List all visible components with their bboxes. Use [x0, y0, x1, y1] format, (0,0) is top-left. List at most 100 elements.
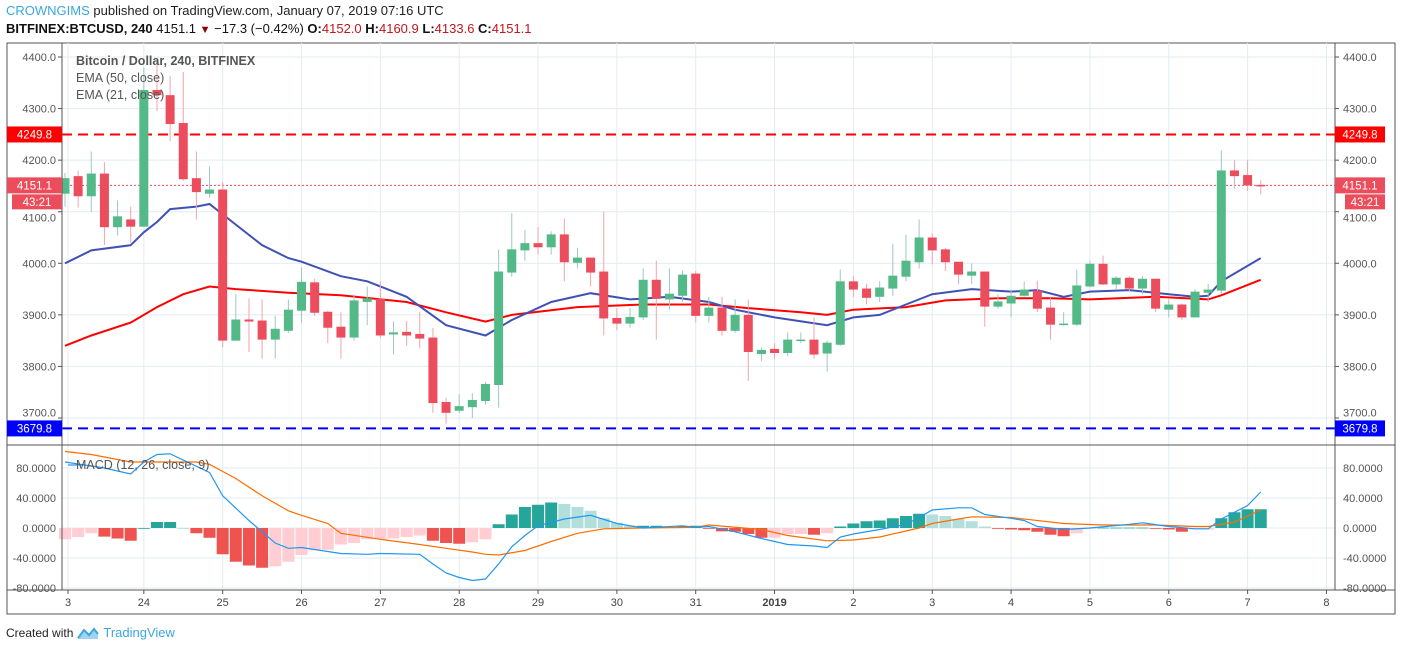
- candle-body: [323, 311, 333, 328]
- candle-body: [533, 243, 543, 248]
- publish-info: CROWNGIMS published on TradingView.com, …: [6, 3, 444, 18]
- macd-histogram-bar: [1228, 512, 1241, 528]
- triangle-down-icon: ▼: [199, 24, 211, 36]
- candle: [967, 263, 977, 284]
- candle: [651, 260, 661, 340]
- legend-ema21[interactable]: EMA (21, close): [76, 88, 164, 102]
- macd-histogram-bar: [190, 528, 203, 534]
- candle: [822, 340, 832, 372]
- candle: [1072, 269, 1082, 327]
- created-with-text: Created with: [6, 625, 74, 640]
- macd-histogram-bar: [1136, 527, 1149, 529]
- macd-histogram-bar: [256, 528, 269, 568]
- candle: [1098, 255, 1108, 285]
- macd-histogram-bar: [505, 514, 518, 528]
- macd-histogram-bar: [913, 513, 926, 528]
- legend-macd[interactable]: MACD (12, 26, close, 9): [76, 458, 209, 472]
- time-tick-label: 27: [374, 597, 386, 609]
- macd-histogram-bar: [821, 528, 834, 534]
- candle-body: [835, 281, 845, 345]
- candle-body: [862, 288, 872, 298]
- candle-body: [796, 339, 806, 342]
- candle-body: [205, 189, 215, 194]
- candle: [231, 293, 241, 341]
- time-tick-label: 5: [1087, 597, 1093, 609]
- candle: [1164, 299, 1174, 318]
- candle: [126, 206, 136, 243]
- candle-body: [586, 257, 596, 273]
- candle: [1111, 276, 1121, 290]
- candle-body: [1151, 278, 1161, 309]
- candle: [389, 321, 398, 355]
- author-link[interactable]: CROWNGIMS: [6, 3, 90, 18]
- candle-body: [954, 261, 964, 275]
- candle: [927, 233, 937, 265]
- candle-body: [257, 320, 267, 340]
- left-price-tick-label: 3900.0: [22, 310, 56, 322]
- symbol-label: BITFINEX:BTCUSD, 240: [6, 21, 153, 36]
- candle-body: [980, 271, 990, 307]
- time-tick-label: 2: [850, 597, 856, 609]
- candle-body: [507, 249, 517, 273]
- axes: 4400.0 4400.0 4300.0 4300.0 4200.0 4200.0 4100…: [13, 52, 1387, 609]
- macd-histogram-bar: [124, 528, 137, 541]
- candle-body: [165, 95, 175, 125]
- tradingview-logo-icon: [77, 626, 100, 639]
- time-tick-label: 6: [1166, 597, 1172, 609]
- candle: [1203, 283, 1213, 302]
- candle: [283, 299, 293, 333]
- left-price-tick-label: 4100.0: [22, 212, 56, 224]
- candle-body: [349, 300, 359, 338]
- candle-body: [1059, 323, 1069, 326]
- macd-histogram-bar: [1044, 528, 1057, 535]
- candle-body: [480, 383, 490, 401]
- macd-histogram-bar: [374, 528, 387, 540]
- macd-histogram-bar: [834, 526, 847, 528]
- symbol-info: BITFINEX:BTCUSD, 240 4151.1 ▼ −17.3 (−0.…: [6, 21, 532, 36]
- candle-body: [612, 317, 622, 324]
- candle-body: [1229, 170, 1239, 177]
- macd-histogram-bar: [597, 518, 610, 528]
- candle: [205, 166, 215, 198]
- candle-body: [809, 339, 819, 355]
- macd-histogram-bar: [1215, 518, 1228, 528]
- candle: [480, 381, 490, 405]
- macd-histogram-bar: [742, 528, 755, 534]
- candle-body: [402, 331, 412, 336]
- price-change: −17.3 (−0.42%): [214, 21, 304, 36]
- macd-pane: [59, 450, 1267, 582]
- right-price-tick-label: 4000.0: [1343, 258, 1377, 270]
- candle: [99, 162, 109, 246]
- tradingview-link[interactable]: TradingView: [103, 625, 175, 640]
- candle: [270, 315, 280, 359]
- macd-histogram-bar: [413, 528, 426, 536]
- candle-body: [993, 301, 1003, 307]
- candle-body: [270, 328, 280, 340]
- candle: [678, 270, 688, 302]
- candle: [257, 299, 267, 359]
- legend-ema50[interactable]: EMA (50, close): [76, 71, 164, 85]
- macd-histogram-bar: [532, 504, 545, 528]
- candle-body: [1124, 277, 1134, 289]
- macd-histogram-bar: [637, 525, 650, 528]
- chart-area[interactable]: 4400.0 4400.0 4300.0 4300.0 4200.0 4200.0 4100…: [0, 0, 1401, 620]
- candle-body: [901, 260, 911, 277]
- right-price-label: 4151.1: [1342, 180, 1377, 192]
- candle-body: [914, 237, 924, 263]
- macd-histogram-bar: [137, 528, 150, 529]
- candle-body: [1111, 277, 1121, 285]
- candle-body: [1177, 304, 1187, 318]
- macd-histogram-bar: [453, 528, 466, 544]
- time-tick-label: 29: [532, 597, 544, 609]
- candle-body: [218, 189, 228, 341]
- candle-body: [783, 339, 793, 354]
- right-price-label: 3679.8: [1342, 423, 1377, 435]
- countdown-box: [12, 194, 62, 210]
- candle: [454, 394, 464, 413]
- legend-title: Bitcoin / Dollar, 240, BITFINEX: [76, 54, 256, 68]
- candle-body: [86, 173, 96, 197]
- right-price-tick-label: 4200.0: [1343, 155, 1377, 167]
- candle-body: [1006, 295, 1016, 304]
- time-tick-label: 4: [1008, 597, 1014, 609]
- candle: [349, 294, 359, 341]
